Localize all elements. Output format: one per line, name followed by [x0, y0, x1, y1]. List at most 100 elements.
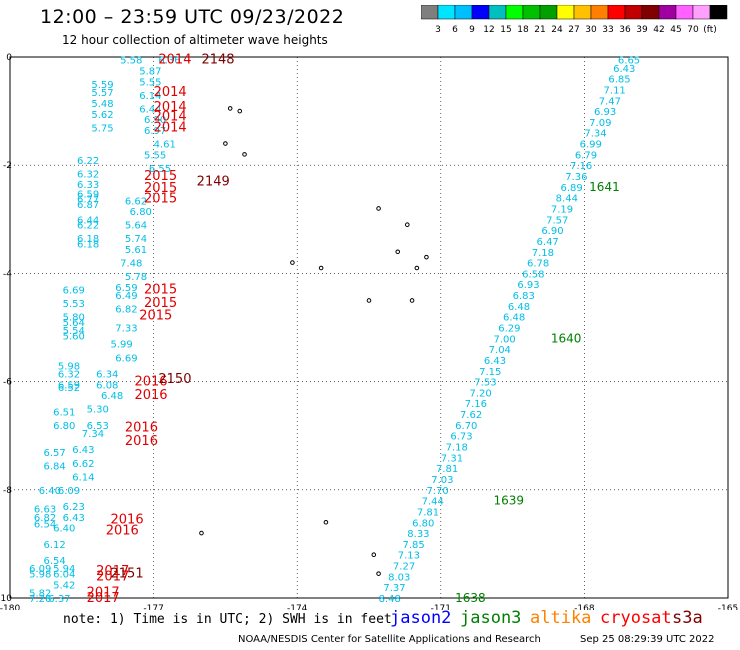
cryosat-time-label: 2016	[134, 388, 167, 403]
island-outline	[199, 530, 204, 536]
wave-height-value: 6.32	[58, 369, 80, 380]
colorbar-label: 24	[551, 25, 563, 35]
wave-height-value: 5.54	[63, 326, 85, 337]
wave-height-value: 7.15	[479, 367, 501, 378]
wave-height-value: 6.69	[115, 353, 137, 364]
wave-height-value: 5.55	[144, 150, 166, 161]
wave-height-value: 8.03	[388, 572, 410, 583]
wave-height-value: 6.82	[115, 305, 137, 316]
wave-height-value: 6.58	[522, 269, 544, 280]
wave-height-value: 6.23	[63, 502, 85, 513]
y-tick-label: -8	[3, 486, 12, 496]
wave-height-value: 5.48	[91, 99, 113, 110]
y-tick-label: 0	[6, 53, 12, 63]
wave-height-value: 6.63	[34, 505, 56, 516]
wave-height-value: 7.48	[120, 259, 142, 270]
wave-height-value: 5.59	[91, 80, 113, 91]
wave-height-value: 7.57	[546, 215, 568, 226]
wave-height-value: 6.62	[72, 459, 94, 470]
wave-height-value: 6.70	[455, 421, 477, 432]
island-outline	[376, 206, 381, 211]
wave-height-value: 5.53	[63, 299, 85, 310]
colorbar-label: 18	[517, 25, 529, 35]
cryosat-time-label: 2015	[144, 283, 177, 298]
wave-height-value: 7.09	[589, 118, 611, 129]
wave-height-value: 7.47	[599, 96, 621, 107]
wave-height-value: 7.04	[489, 345, 511, 356]
colorbar-label: 12	[483, 25, 494, 35]
wave-height-value: 6.40	[39, 486, 61, 497]
jason3-time-label: 1640	[551, 331, 582, 345]
footnote: note: 1) Time is in UTC; 2) SWH is in fe…	[63, 612, 392, 627]
wave-height-value: 6.09	[29, 564, 51, 575]
wave-height-value: 6.82	[34, 513, 56, 524]
cryosat-time-label: 2014	[154, 100, 187, 115]
wave-height-value: 7.16	[570, 161, 592, 172]
wave-height-value: 6.90	[541, 226, 563, 237]
cryosat-time-label: 2016	[134, 375, 167, 390]
wave-height-value: 5.80	[63, 313, 85, 324]
colorbar-label: 42	[653, 25, 664, 35]
wave-height-value: 5.74	[125, 234, 147, 245]
wave-height-value: 6.52	[58, 383, 80, 394]
wave-height-value: 6.43	[613, 64, 635, 75]
cryosat-time-label: 2015	[139, 309, 172, 324]
colorbar-label: 21	[534, 25, 545, 35]
wave-height-value: 7.13	[398, 551, 420, 562]
wave-height-value: 5.64	[63, 318, 85, 329]
colorbar-label: 70	[687, 25, 699, 35]
satellite-legend-item: jason3	[460, 608, 522, 628]
wave-height-value: 7.53	[474, 378, 496, 389]
wave-height-value: 6.18	[77, 240, 99, 251]
wave-height-value: 6.34	[96, 369, 118, 380]
wave-height-value: 6.59	[58, 380, 80, 391]
satellite-legend-item: cryosat	[600, 608, 672, 628]
plot-frame	[9, 56, 729, 599]
colorbar-label: 9	[469, 25, 475, 35]
wave-height-value: 6.87	[77, 200, 99, 211]
cryosat-time-label: 2015	[144, 181, 177, 196]
wave-height-value: 6.93	[517, 280, 539, 291]
x-tick-label: -180	[0, 604, 20, 610]
wave-height-value: 6.79	[575, 150, 597, 161]
cryosat-time-label: 2016	[106, 523, 139, 538]
wave-height-value: 6.51	[53, 407, 75, 418]
wave-height-value: 5.55	[139, 77, 161, 88]
wave-height-value: 5.75	[91, 123, 113, 134]
y-tick-label: -6	[3, 378, 12, 388]
wave-height-value: 7.18	[532, 248, 554, 259]
wave-height-value: 7.11	[604, 85, 626, 96]
s3a-time-label: 2150	[158, 372, 191, 387]
cryosat-time-label: 2016	[125, 421, 158, 436]
cryosat-time-label: 2017	[96, 569, 129, 584]
wave-height-value: 8.33	[407, 529, 429, 540]
wave-height-value: 6.80	[53, 421, 75, 432]
wave-height-value: 6.36	[158, 56, 180, 67]
wave-height-value: 6.59	[115, 283, 137, 294]
wave-height-value: 6.04	[53, 570, 75, 581]
wave-height-value: 6.08	[96, 380, 118, 391]
x-tick-label: -177	[143, 604, 163, 610]
cryosat-time-label: 2016	[125, 434, 158, 449]
wave-height-value: 6.29	[498, 324, 520, 335]
jason3-time-label: 1639	[493, 494, 524, 508]
x-tick-label: -165	[718, 604, 738, 610]
wave-height-value: 6.93	[594, 107, 616, 118]
wave-height-value: 6.69	[63, 286, 85, 297]
wave-height-value: 6.43	[63, 513, 85, 524]
wave-height-value: 7.44	[422, 497, 444, 508]
colorbar-label: 36	[619, 25, 631, 35]
wave-height-value: 6.43	[484, 356, 506, 367]
wave-height-value: 6.89	[560, 183, 582, 194]
wave-height-value: 6.62	[125, 196, 147, 207]
y-tick-label: -4	[3, 269, 12, 279]
wave-height-value: 5.58	[120, 56, 142, 67]
wave-height-value: 6.48	[101, 391, 123, 402]
timestamp-text: Sep 25 08:29:39 UTC 2022	[580, 634, 715, 645]
colorbar-label: 6	[452, 25, 458, 35]
wave-height-value: 7.19	[551, 204, 573, 215]
wave-height-value: 7.85	[403, 540, 425, 551]
wave-height-value: 5.60	[63, 332, 85, 343]
colorbar-label: 15	[500, 25, 511, 35]
wave-height-value: 7.81	[436, 464, 458, 475]
